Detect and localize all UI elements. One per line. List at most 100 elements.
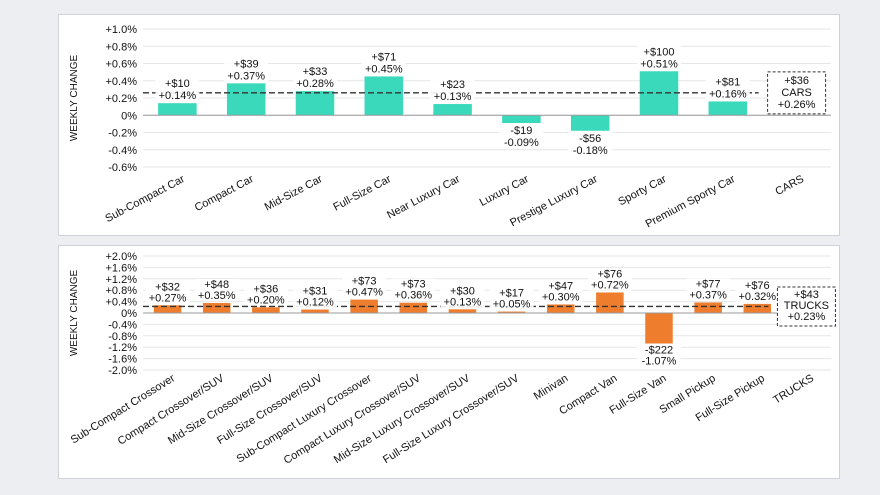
y-tick-label: +1.0% — [106, 24, 138, 36]
bar — [226, 83, 266, 116]
y-tick-label: -0.8% — [108, 331, 137, 343]
data-label-background — [686, 278, 731, 301]
data-label-percent: +0.28% — [296, 78, 334, 90]
data-label-dollar: +$76 — [597, 268, 622, 280]
y-tick-label: +0.2% — [106, 93, 138, 105]
bar — [708, 101, 748, 116]
data-label-background — [568, 131, 613, 156]
y-tick-label: -2.0% — [108, 365, 137, 377]
bar — [158, 103, 197, 116]
data-label-dollar: +$48 — [204, 279, 229, 291]
x-category-label: CARS — [773, 173, 806, 198]
data-label-dollar: +$39 — [234, 58, 259, 70]
data-label-percent: +0.72% — [591, 279, 629, 291]
data-label-background — [637, 344, 681, 367]
y-tick-label: -1.6% — [108, 354, 137, 366]
data-label-dollar: +$76 — [745, 280, 770, 292]
data-label-background — [293, 65, 337, 90]
data-label-percent: +0.16% — [709, 88, 747, 100]
bar — [301, 309, 329, 313]
y-tick-label: 0% — [121, 110, 137, 122]
y-tick-label: 0% — [121, 308, 137, 320]
data-label-background — [489, 287, 534, 310]
data-label-dollar: +$73 — [352, 276, 377, 288]
bar — [295, 91, 335, 116]
data-label-background — [440, 285, 485, 308]
x-category-label: Sub-Compact Car — [103, 173, 187, 225]
y-tick-label: +2.0% — [106, 251, 138, 263]
x-category-label: Sporty Car — [616, 173, 668, 208]
trucks-weekly-change-chart: +2.0%+1.6%+1.2%+0.8%+0.4%0%-0.4%-0.8%-1.… — [69, 251, 836, 467]
data-label-dollar: +$77 — [696, 278, 721, 290]
data-label-background — [194, 279, 239, 302]
data-label-dollar: +$73 — [401, 279, 426, 291]
bar — [252, 307, 280, 313]
total-dollar-label: +$43 — [794, 289, 819, 301]
total-dollar-label: +$36 — [784, 75, 809, 87]
bar — [502, 115, 541, 124]
data-label-percent: -0.18% — [573, 145, 608, 157]
data-label-dollar: +$17 — [499, 288, 524, 300]
y-tick-label: -1.2% — [108, 342, 137, 354]
x-category-label: Near Luxury Car — [385, 173, 462, 222]
data-label-background — [430, 78, 475, 103]
bar — [497, 311, 526, 314]
total-name-label: CARS — [781, 87, 812, 99]
total-callout-box — [767, 71, 827, 115]
data-label-background — [145, 281, 190, 304]
x-category-label: Compact Car — [193, 173, 256, 214]
y-tick-label: -0.6% — [108, 162, 137, 174]
data-label-percent: +0.37% — [689, 289, 727, 301]
data-label-percent: +0.47% — [345, 287, 383, 299]
data-label-background — [538, 280, 583, 303]
data-label-percent: +0.27% — [149, 292, 187, 304]
data-label-dollar: -$222 — [645, 344, 673, 356]
data-label-percent: +0.20% — [247, 294, 285, 306]
data-label-dollar: +$36 — [253, 283, 278, 295]
trucks-chart-panel: +2.0% +1.6% +1.2% +0.8% +0.4% 0% -0.4% -0.8% -1.… — [58, 245, 840, 479]
data-label-percent: +0.13% — [434, 91, 472, 103]
y-tick-label: +0.4% — [106, 76, 138, 88]
bar — [596, 292, 624, 313]
bar — [546, 304, 575, 313]
data-label-dollar: -$56 — [579, 133, 601, 145]
data-label-dollar: +$71 — [371, 51, 396, 63]
total-pct-label: +0.23% — [788, 311, 826, 323]
x-category-label: TRUCKS — [771, 372, 816, 406]
data-label-percent: +0.30% — [542, 291, 580, 303]
data-label-dollar: +$23 — [440, 79, 465, 91]
data-label-dollar: +$30 — [450, 285, 475, 297]
data-label-background — [155, 77, 200, 102]
y-axis-title: WEEKLY CHANGE — [69, 270, 80, 357]
data-label-percent: +0.35% — [198, 290, 236, 302]
data-label-background — [293, 285, 337, 308]
bar — [570, 115, 610, 131]
data-label-percent: +0.37% — [227, 70, 265, 82]
data-label-background — [224, 57, 269, 82]
x-category-label: Full-Size Car — [331, 173, 393, 214]
bar — [433, 104, 472, 116]
data-label-background — [361, 50, 406, 75]
data-label-dollar: +$81 — [715, 76, 740, 88]
data-label-background — [499, 124, 544, 149]
data-label-percent: +0.51% — [640, 58, 678, 70]
data-label-dollar: +$47 — [548, 280, 573, 292]
x-category-label: Luxury Car — [478, 173, 531, 209]
data-label-percent: +0.36% — [394, 290, 432, 302]
y-tick-label: +1.2% — [106, 274, 138, 286]
bar — [448, 309, 477, 313]
data-label-background — [735, 279, 780, 302]
data-label-background — [391, 278, 436, 301]
bar — [743, 303, 772, 313]
data-label-percent: +0.05% — [493, 299, 531, 311]
data-label-percent: -1.07% — [642, 355, 677, 367]
data-label-background — [705, 75, 750, 100]
y-tick-label: +0.4% — [106, 297, 138, 309]
bar — [202, 303, 231, 313]
bar — [399, 302, 428, 313]
data-label-percent: +0.45% — [365, 63, 403, 75]
data-label-percent: +0.13% — [444, 296, 482, 308]
data-label-dollar: +$32 — [155, 281, 180, 293]
y-tick-label: +0.8% — [106, 285, 138, 297]
x-category-label: Mid-Size Car — [263, 173, 325, 214]
